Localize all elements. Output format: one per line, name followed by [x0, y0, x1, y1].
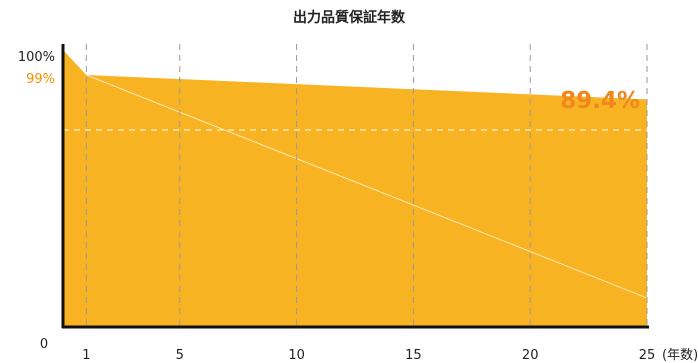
- y-axis-ticks: 0 100% 99%: [18, 50, 55, 352]
- y-tick-label-99: 99%: [26, 72, 55, 87]
- series-area: [63, 50, 647, 327]
- x-tick-label-10: 10: [288, 348, 305, 363]
- x-tick-label-1: 1: [82, 348, 90, 363]
- x-tick-label-15: 15: [405, 348, 422, 363]
- y-tick-label-0: 0: [40, 337, 48, 352]
- x-axis-ticks: 1 5 10 15 20 25 (年数): [82, 348, 698, 363]
- annotation-value: 89.4%: [560, 88, 640, 114]
- x-tick-label-5: 5: [176, 348, 184, 363]
- x-unit-label: (年数): [662, 348, 698, 363]
- x-tick-label-25: 25: [639, 348, 656, 363]
- y-tick-label-100: 100%: [18, 50, 55, 65]
- x-tick-label-20: 20: [522, 348, 539, 363]
- chart-title: 出力品質保証年数: [293, 9, 406, 26]
- plot-area: [61, 44, 649, 329]
- annotations: 89.4%: [560, 88, 640, 114]
